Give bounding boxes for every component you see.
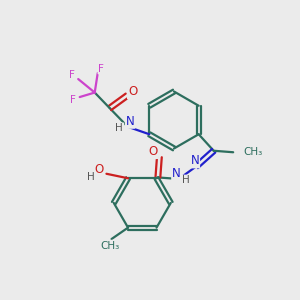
Text: H: H bbox=[116, 123, 123, 133]
Text: O: O bbox=[128, 85, 137, 98]
Text: F: F bbox=[98, 64, 104, 74]
Text: H: H bbox=[182, 176, 189, 185]
Text: O: O bbox=[148, 145, 158, 158]
Text: F: F bbox=[70, 95, 76, 105]
Text: N: N bbox=[126, 115, 134, 128]
Text: N: N bbox=[172, 167, 181, 180]
Text: F: F bbox=[69, 70, 75, 80]
Text: O: O bbox=[94, 163, 104, 176]
Text: H: H bbox=[87, 172, 95, 182]
Text: CH₃: CH₃ bbox=[244, 147, 263, 157]
Text: N: N bbox=[190, 154, 199, 167]
Text: CH₃: CH₃ bbox=[100, 241, 120, 250]
